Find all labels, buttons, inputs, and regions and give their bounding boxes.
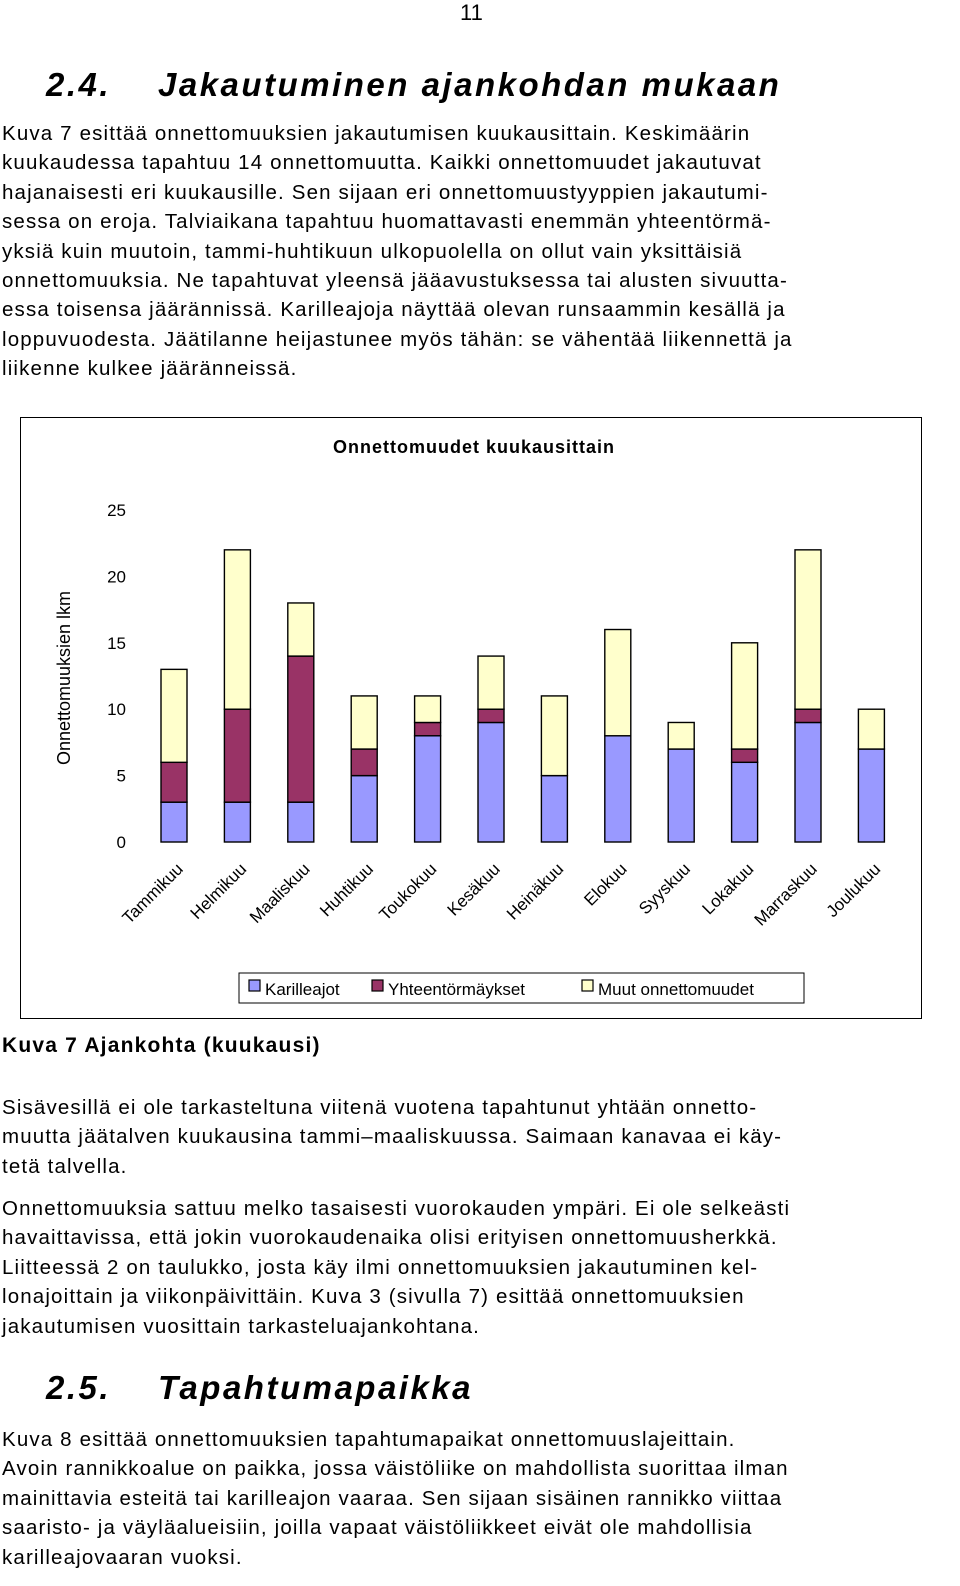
paragraph-2: Sisävesillä ei ole tarkasteltuna viitenä… [2,1093,946,1181]
text-line: loppuvuodesta. Jäätilanne heijastunee my… [2,327,793,351]
bar-segment-yhteent-rm-ykset [287,655,315,803]
legend-label: Karilleajot [265,980,340,999]
x-tick-label: Tammikuu [119,859,187,927]
text-line: onnettomuuksia. Ne tapahtuvat yleensä jä… [2,269,788,293]
bar-segment-yhteent-rm-ykset [223,708,252,803]
bar-segment-muut-onnettomuudet [794,549,822,710]
text-line: muutta jäätalven kuukausina tammi–maalis… [2,1125,783,1149]
bar-segment-yhteent-rm-ykset [413,721,442,737]
figure-caption: Kuva 7 Ajankohta (kuukausi) [2,1034,321,1057]
text-line: jakautumisen vuosittain tarkasteluajanko… [2,1314,480,1338]
legend-swatch [371,979,384,992]
y-tick-label: 5 [117,767,126,786]
bar-segment-karilleajot [477,721,505,843]
text-line: Sisävesillä ei ole tarkasteltuna viitenä… [2,1096,758,1119]
legend-swatch [248,979,261,992]
bar-segment-karilleajot [857,748,886,843]
text-line: liikenne kulkee jääränneissä. [2,357,298,381]
text-line: mainittavia esteitä tai karilleajon vaar… [2,1486,783,1510]
bar-segment-muut-onnettomuudet [857,708,886,750]
chart-title: Onnettomuudet kuukausittain [333,437,615,457]
legend-box [238,972,805,1004]
paragraph-1: Kuva 7 esittää onnettomuuksien jakautumi… [2,119,946,384]
legend-label: Muut onnettomuudet [598,980,754,999]
text-line: tetä talvella. [2,1154,128,1178]
x-tick-label: Toukokuu [376,859,441,924]
section-title: Tapahtumapaikka [158,1369,474,1406]
y-axis-label: Onnettomuuksien lkm [54,591,74,765]
x-tick-label: Kesäkuu [444,859,504,919]
bar-segment-muut-onnettomuudet [350,695,378,750]
text-line: Avoin rannikkoalue on paikka, jossa väis… [2,1457,789,1481]
x-tick-label: Marraskuu [751,859,821,929]
bar-segment-yhteent-rm-ykset [160,761,188,803]
text-line: Kuva 7 esittää onnettomuuksien jakautumi… [2,122,751,145]
y-tick-label: 25 [107,501,126,520]
text-line: saaristo- ja väyläalueisiin, joilla vapa… [2,1516,753,1540]
bar-segment-yhteent-rm-ykset [350,748,378,777]
legend: Karilleajot Yhteentörmäykset Muut onnettom… [238,972,805,1004]
text-line: yksiä kuin muutoin, tammi-huhtikuun ulko… [2,239,743,263]
x-tick-label: Maaliskuu [246,859,314,927]
text-line: hajanaisesti eri kuukausille. Sen sijaan… [2,180,769,204]
bar-segment-muut-onnettomuudet [413,695,442,724]
page-number: 11 [460,0,483,25]
bar-segment-karilleajot [540,774,569,843]
bar-segment-muut-onnettomuudet [604,628,632,737]
paragraph-3: Onnettomuuksia sattuu melko tasaisesti v… [2,1194,946,1341]
section-heading-2-4: 2.4. Jakautuminen ajankohdan mukaan [46,66,781,104]
legend-label: Yhteentörmäykset [388,980,525,999]
text-line: Liitteessä 2 on taulukko, josta käy ilmi… [2,1255,759,1279]
bar-segment-karilleajot [287,801,315,843]
x-tick-label: Heinäkuu [503,859,567,923]
bar-segment-yhteent-rm-ykset [477,708,505,724]
section-number: 2.5. [46,1369,112,1406]
section-title: Jakautuminen ajankohdan mukaan [158,66,782,103]
bar-segment-karilleajot [604,735,632,843]
bar-segment-muut-onnettomuudet [667,721,695,750]
bar-segment-karilleajot [413,735,442,843]
text-line: essa toisensa jäärännissä. Karilleajoja … [2,298,786,322]
x-tick-label: Joulukuu [823,859,885,921]
bar-segment-muut-onnettomuudet [540,695,569,777]
bars [160,549,886,843]
text-line: havaittavissa, että jokin vuorokaudenaik… [2,1226,778,1250]
bar-segment-karilleajot [223,801,252,843]
y-tick-labels: 0 5 10 15 20 25 [107,501,126,852]
y-tick-label: 20 [107,567,126,586]
bar-segment-karilleajot [667,748,695,843]
bar-segment-muut-onnettomuudet [223,549,252,710]
x-tick-label: Lokakuu [699,859,758,918]
bar-segment-yhteent-rm-ykset [730,748,759,764]
bar-segment-muut-onnettomuudet [477,655,505,710]
bar-segment-karilleajot [160,801,188,843]
x-tick-label: Huhtikuu [316,859,377,920]
bar-segment-muut-onnettomuudet [730,642,759,750]
bar-segment-muut-onnettomuudet [287,602,315,657]
bar-segment-muut-onnettomuudet [160,668,188,764]
section-heading-2-5: 2.5. Tapahtumapaikka [46,1369,473,1407]
text-line: kuukaudessa tapahtuu 14 onnettomuutta. K… [2,151,762,175]
text-line: sessa on eroja. Talviaikana tapahtuu huo… [2,210,772,234]
y-tick-label: 15 [107,634,126,653]
y-tick-label: 0 [117,833,126,852]
bar-segment-yhteent-rm-ykset [794,708,822,724]
legend-swatch [581,979,594,992]
bar-segment-karilleajot [350,774,378,843]
chart-box: Onnettomuudet kuukausittain Onnettomuuks… [20,417,922,1019]
text-line: Kuva 8 esittää onnettomuuksien tapahtuma… [2,1428,736,1451]
x-tick-label: Helmikuu [187,859,251,923]
paragraph-4: Kuva 8 esittää onnettomuuksien tapahtuma… [2,1425,946,1572]
text-line: Onnettomuuksia sattuu melko tasaisesti v… [2,1197,791,1220]
y-tick-label: 10 [107,700,126,719]
bar-segment-karilleajot [730,761,759,843]
bar-segment-karilleajot [794,721,822,843]
stacked-bar-chart: Onnettomuudet kuukausittain Onnettomuuks… [54,437,886,1004]
text-line: karilleajovaaran vuoksi. [2,1545,243,1569]
x-tick-label: Elokuu [580,859,630,909]
x-tick-label: Syyskuu [635,859,694,918]
section-number: 2.4. [46,66,112,103]
text-line: lonajoittain ja viikonpäivittäin. Kuva 3… [2,1285,745,1309]
